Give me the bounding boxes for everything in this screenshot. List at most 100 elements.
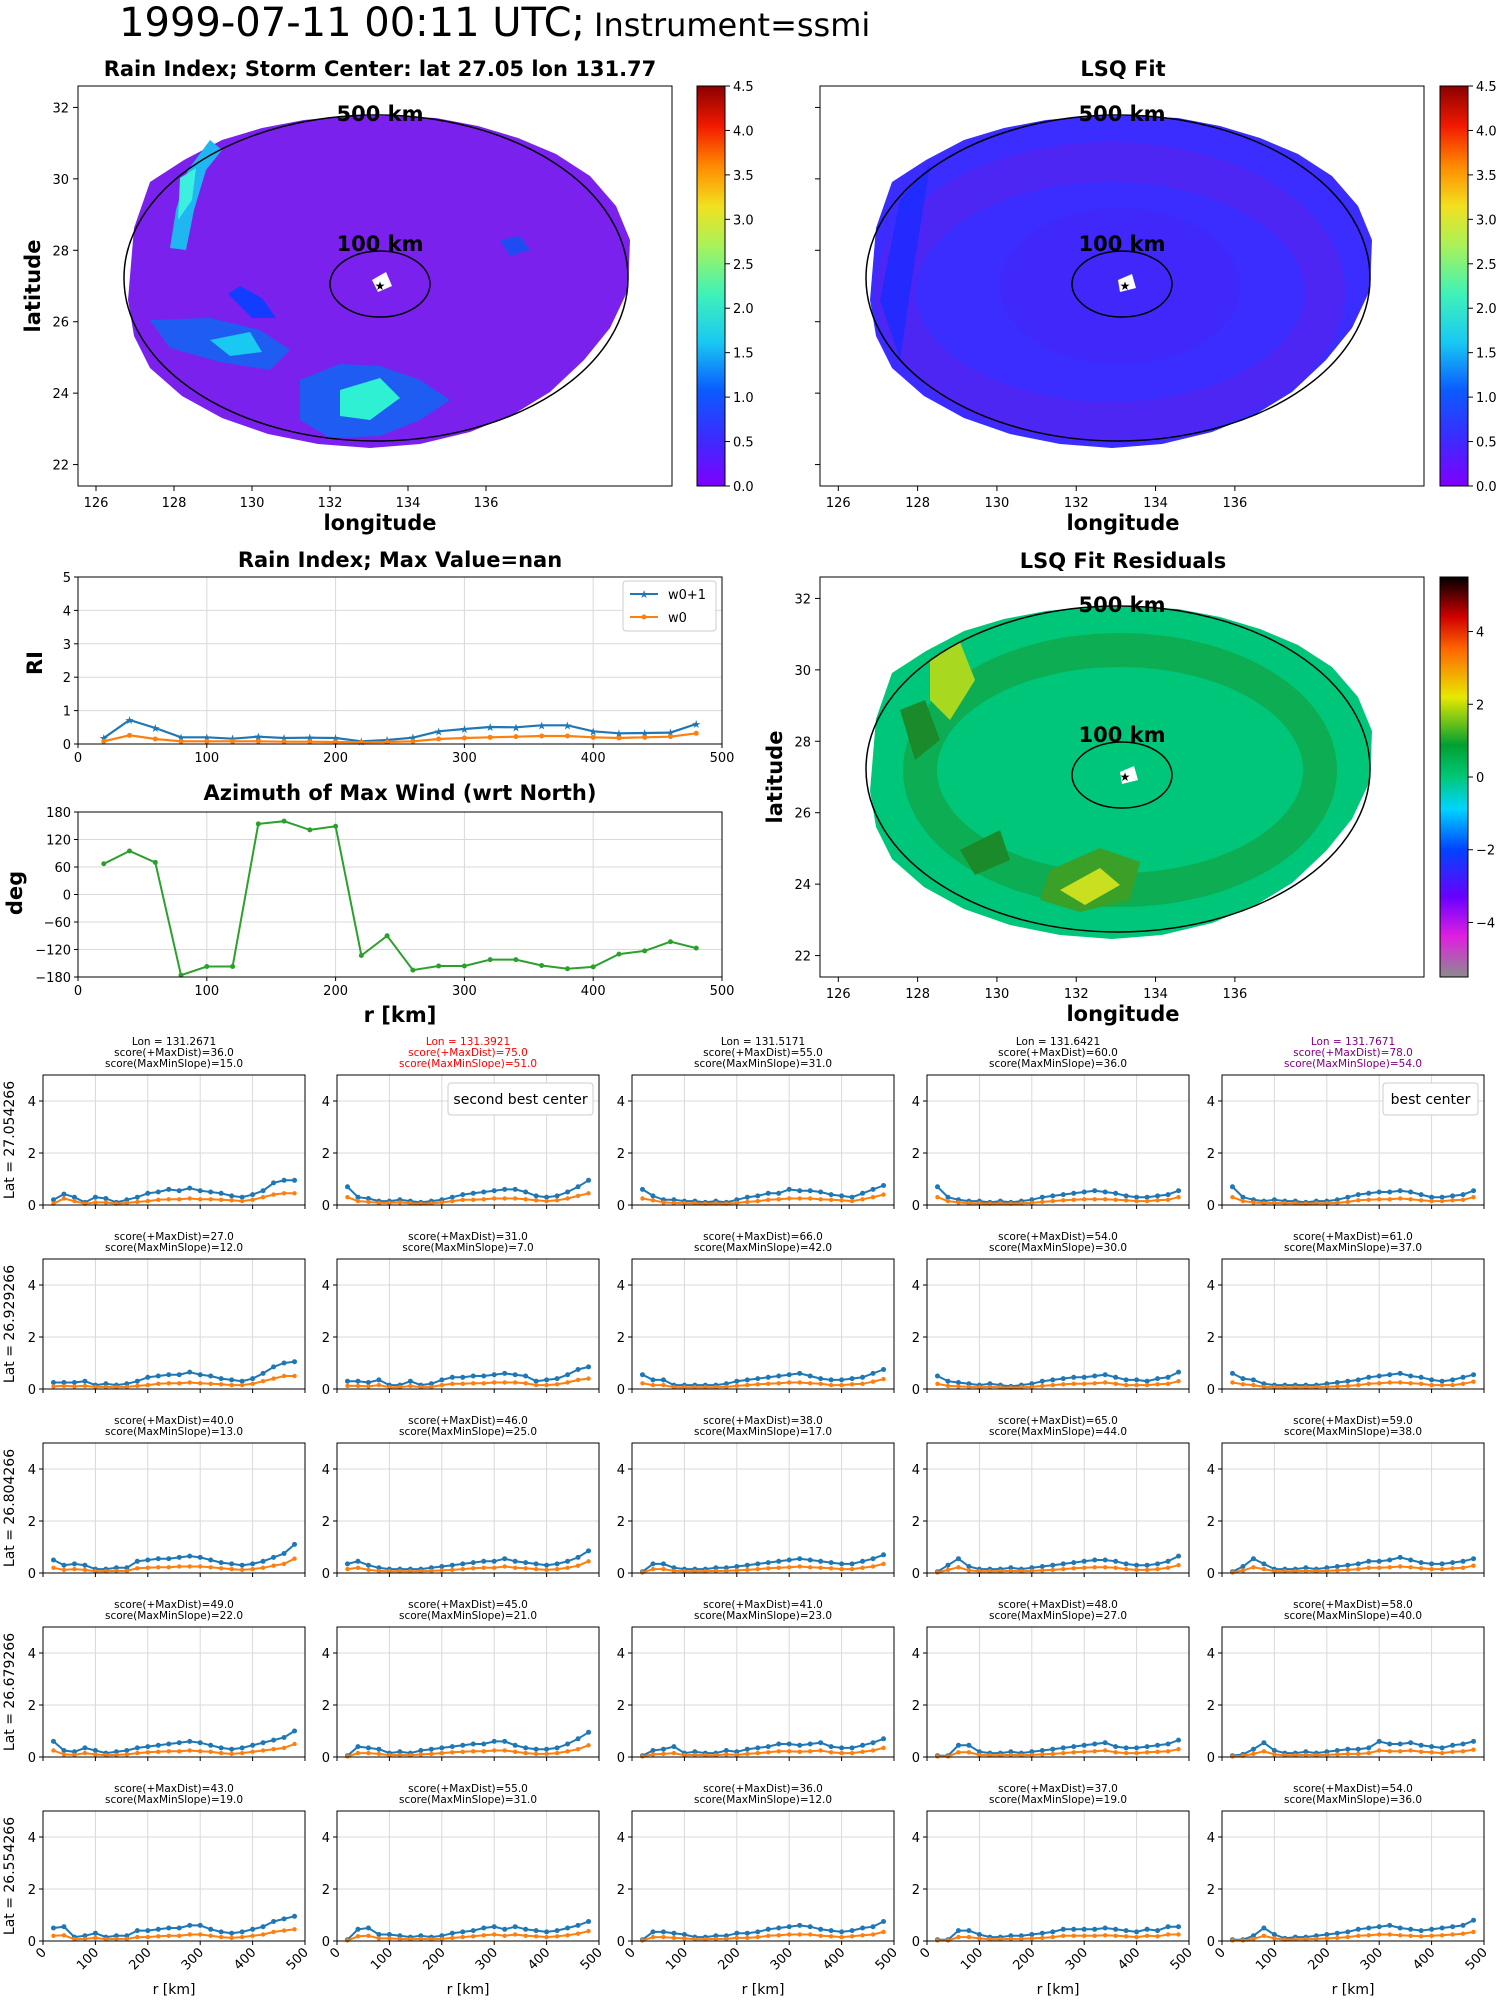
w0plus1-point: [523, 1926, 529, 1932]
w0-point: [734, 1935, 739, 1941]
colorbar-tick-label: 2.0: [733, 302, 754, 317]
w0plus1-point: [660, 1561, 666, 1567]
w0-point: [439, 1200, 444, 1205]
w0-point: [198, 1564, 203, 1569]
colorbar-tick-label: 1.5: [1476, 347, 1497, 362]
w0plus1-point: ★: [408, 732, 418, 745]
plot-area: [632, 1259, 894, 1389]
colorbar-tick-label: 4.5: [733, 80, 754, 95]
w0-point: [1134, 1567, 1139, 1573]
w0-point: [1345, 1383, 1350, 1389]
w0plus1-point: [755, 1561, 761, 1567]
rain-eye-gap: [372, 272, 392, 292]
w0-point: [1155, 1934, 1160, 1939]
x-tick-label: 100: [74, 1945, 102, 1973]
w0-point: [281, 1373, 287, 1379]
panel-xlabel: r [km]: [1037, 1982, 1080, 1998]
w0-point: [82, 1750, 88, 1756]
y-tick-label: 0: [28, 1383, 36, 1398]
y-tick-label: 2: [322, 1699, 330, 1714]
w0-point: [145, 1565, 150, 1571]
w0-point: [152, 736, 158, 742]
w0-point: [881, 1561, 886, 1567]
w0plus1-point: [50, 1738, 56, 1744]
w0-point: [1418, 1934, 1424, 1939]
y-tick-label: 26: [794, 807, 811, 822]
w0-point: [1092, 1749, 1097, 1754]
w0plus1-point: [755, 1745, 761, 1751]
w0-point: [93, 1200, 98, 1205]
w0-point: [156, 1749, 161, 1755]
w0plus1-point: [1439, 1561, 1445, 1567]
w0plus1-point: [239, 1929, 245, 1935]
w0-point: [418, 1384, 424, 1390]
w0-point: [114, 1568, 119, 1574]
y-tick-label: 4: [912, 1647, 920, 1662]
w0-point: [1272, 1568, 1277, 1574]
w0plus1-point: [1387, 1741, 1393, 1747]
w0plus1-point: [533, 1193, 539, 1199]
w0-point: [1082, 1381, 1087, 1387]
w0-point: [881, 1745, 886, 1751]
w0plus1-point: [1429, 1744, 1435, 1750]
y-tick-label: 2: [617, 1147, 625, 1162]
w0plus1-point: [470, 1190, 476, 1196]
w0plus1-point: [1366, 1190, 1372, 1196]
panel-title-line: score(+MaxDist)=41.0: [703, 1599, 823, 1611]
w0-point: [1377, 1565, 1382, 1571]
panel-title-line: score(MaxMinSlope)=27.0: [989, 1610, 1127, 1622]
w0plus1-point: [250, 1742, 256, 1748]
panel-title-line: score(+MaxDist)=59.0: [1293, 1415, 1413, 1427]
w0plus1-point: [376, 1932, 382, 1937]
w0plus1-point: [344, 1378, 350, 1384]
plot-frame: [336, 1626, 600, 1758]
panel-title-line: score(+MaxDist)=48.0: [998, 1599, 1118, 1611]
y-tick-label: 4: [28, 1647, 36, 1662]
y-tick-label: 0: [28, 1751, 36, 1766]
w0-point: [554, 1566, 560, 1572]
residuals-colorbar: [1439, 576, 1469, 978]
x-tick-label: 400: [581, 751, 606, 766]
y-tick-label: 2: [1207, 1515, 1215, 1530]
azimuth-point: [255, 821, 261, 827]
plot-frame: [926, 1258, 1190, 1390]
w0plus1-point: [523, 1745, 529, 1751]
w0plus1-point: [208, 1189, 214, 1195]
w0-point: [250, 1749, 255, 1755]
w0-point: [239, 1198, 245, 1204]
x-tick-label: 300: [452, 984, 477, 999]
w0-point: [1261, 1566, 1267, 1572]
y-tick-label: 2: [322, 1147, 330, 1162]
plot-area: [927, 1075, 1189, 1205]
w0plus1-point: [344, 1184, 350, 1190]
w0plus1-point: [565, 1372, 571, 1378]
w0-point: [575, 1931, 581, 1936]
w0plus1-point: [1176, 1737, 1182, 1743]
w0-point: [692, 1200, 698, 1206]
w0-point: [1366, 1381, 1371, 1387]
w0plus1-point: [976, 1932, 982, 1937]
w0plus1-point: [176, 1372, 182, 1378]
w0plus1-point: [512, 1186, 518, 1192]
w0plus1-point: [187, 1369, 193, 1375]
panel-title-line: Lon = 131.7671: [1311, 1036, 1395, 1048]
residuals-ring-500km-label: 500 km: [1079, 593, 1166, 617]
w0plus1-point: [639, 1186, 645, 1192]
w0plus1-point: [1155, 1193, 1161, 1199]
x-tick-label: 300: [179, 1945, 207, 1973]
panel-title-line: score(+MaxDist)=55.0: [703, 1047, 823, 1059]
w0-point: [1165, 1197, 1171, 1203]
w0plus1-point: [544, 1194, 550, 1200]
w0-point: [260, 1748, 266, 1753]
y-tick-label: −60: [44, 916, 71, 931]
x-tick-label: 400: [820, 1945, 848, 1973]
w0plus1-point: [881, 1919, 887, 1924]
w0plus1-point: [839, 1377, 845, 1383]
x-tick-label: 132: [318, 496, 343, 511]
w0plus1-point: [987, 1381, 993, 1387]
w0-point: [292, 1191, 297, 1196]
w0plus1-point: [786, 1741, 792, 1747]
w0-point: [755, 1566, 760, 1572]
w0-point: [408, 1752, 413, 1758]
y-tick-label: 2: [1207, 1883, 1215, 1898]
